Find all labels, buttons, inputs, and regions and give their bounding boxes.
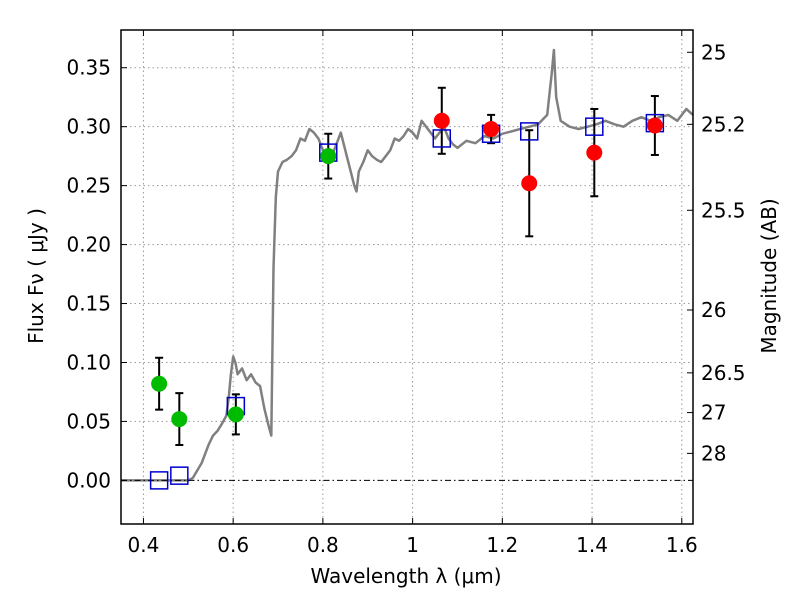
x-tick-label-3: 1 — [406, 533, 419, 557]
model-spectrum — [121, 48, 694, 482]
y-right-tick-label-0: 25 — [701, 40, 726, 64]
y-tick-label-1: 0.05 — [66, 409, 111, 433]
nir_observed-point-3 — [586, 144, 603, 161]
y-tick-label-3: 0.15 — [66, 292, 111, 316]
y-right-tick-label-5: 27 — [701, 401, 726, 425]
y-tick-label-6: 0.30 — [66, 115, 111, 139]
plot-frame — [120, 29, 694, 525]
nir_observed-point-1 — [483, 121, 500, 138]
error-bars — [155, 86, 659, 447]
x-tick-label-1: 0.6 — [217, 533, 249, 557]
nir_observed-point-0 — [433, 112, 450, 129]
y-tick-label-7: 0.35 — [66, 56, 111, 80]
y-right-tick-label-3: 26 — [701, 298, 726, 322]
y-right-tick-label-6: 28 — [701, 441, 726, 465]
axes-frame — [120, 29, 694, 525]
model-spectrum-line — [121, 48, 694, 482]
y-right-tick-label-2: 25.5 — [701, 198, 746, 222]
optical_observed-point-3 — [320, 148, 337, 165]
y-tick-label-2: 0.10 — [66, 350, 111, 374]
x-tick-label-2: 0.8 — [307, 533, 339, 557]
nir_observed-point-2 — [521, 175, 538, 192]
model-photometry-square-1 — [170, 466, 189, 485]
x-tick-label-6: 1.6 — [666, 533, 698, 557]
data-markers — [149, 112, 665, 490]
model-photometry-square-0 — [149, 471, 169, 490]
y-tick-label-0: 0.00 — [66, 468, 111, 492]
x-tick-label-4: 1.2 — [486, 533, 518, 557]
y-tick-label-4: 0.20 — [66, 233, 111, 257]
nir_observed-point-4 — [646, 117, 663, 134]
y-right-tick-label-4: 26.5 — [701, 361, 746, 385]
model-photometry-square-7 — [585, 117, 604, 136]
y-tick-label-5: 0.25 — [66, 174, 111, 198]
y-right-axis-title: Magnitude (AB) — [757, 198, 781, 353]
x-axis-title: Wavelength λ (μm) — [310, 564, 501, 588]
model-photometry-square-6 — [520, 122, 539, 141]
y-axis-title: Flux Fν ( μJy ) — [24, 208, 48, 344]
optical_observed-point-2 — [227, 406, 244, 423]
tick-labels: 0.4 0.6 0.8 1 1.2 1.4 1.6 0.00 0.05 0.10 0.15 0.20 0… — [66, 40, 745, 557]
x-tick-label-5: 1.4 — [576, 533, 608, 557]
x-tick-label-0: 0.4 — [128, 533, 160, 557]
optical_observed-point-0 — [151, 375, 168, 392]
y-right-tick-label-1: 25.2 — [701, 112, 746, 136]
optical_observed-point-1 — [171, 411, 188, 428]
tick-marks — [121, 30, 693, 524]
model-photometry-square-4 — [432, 129, 452, 148]
